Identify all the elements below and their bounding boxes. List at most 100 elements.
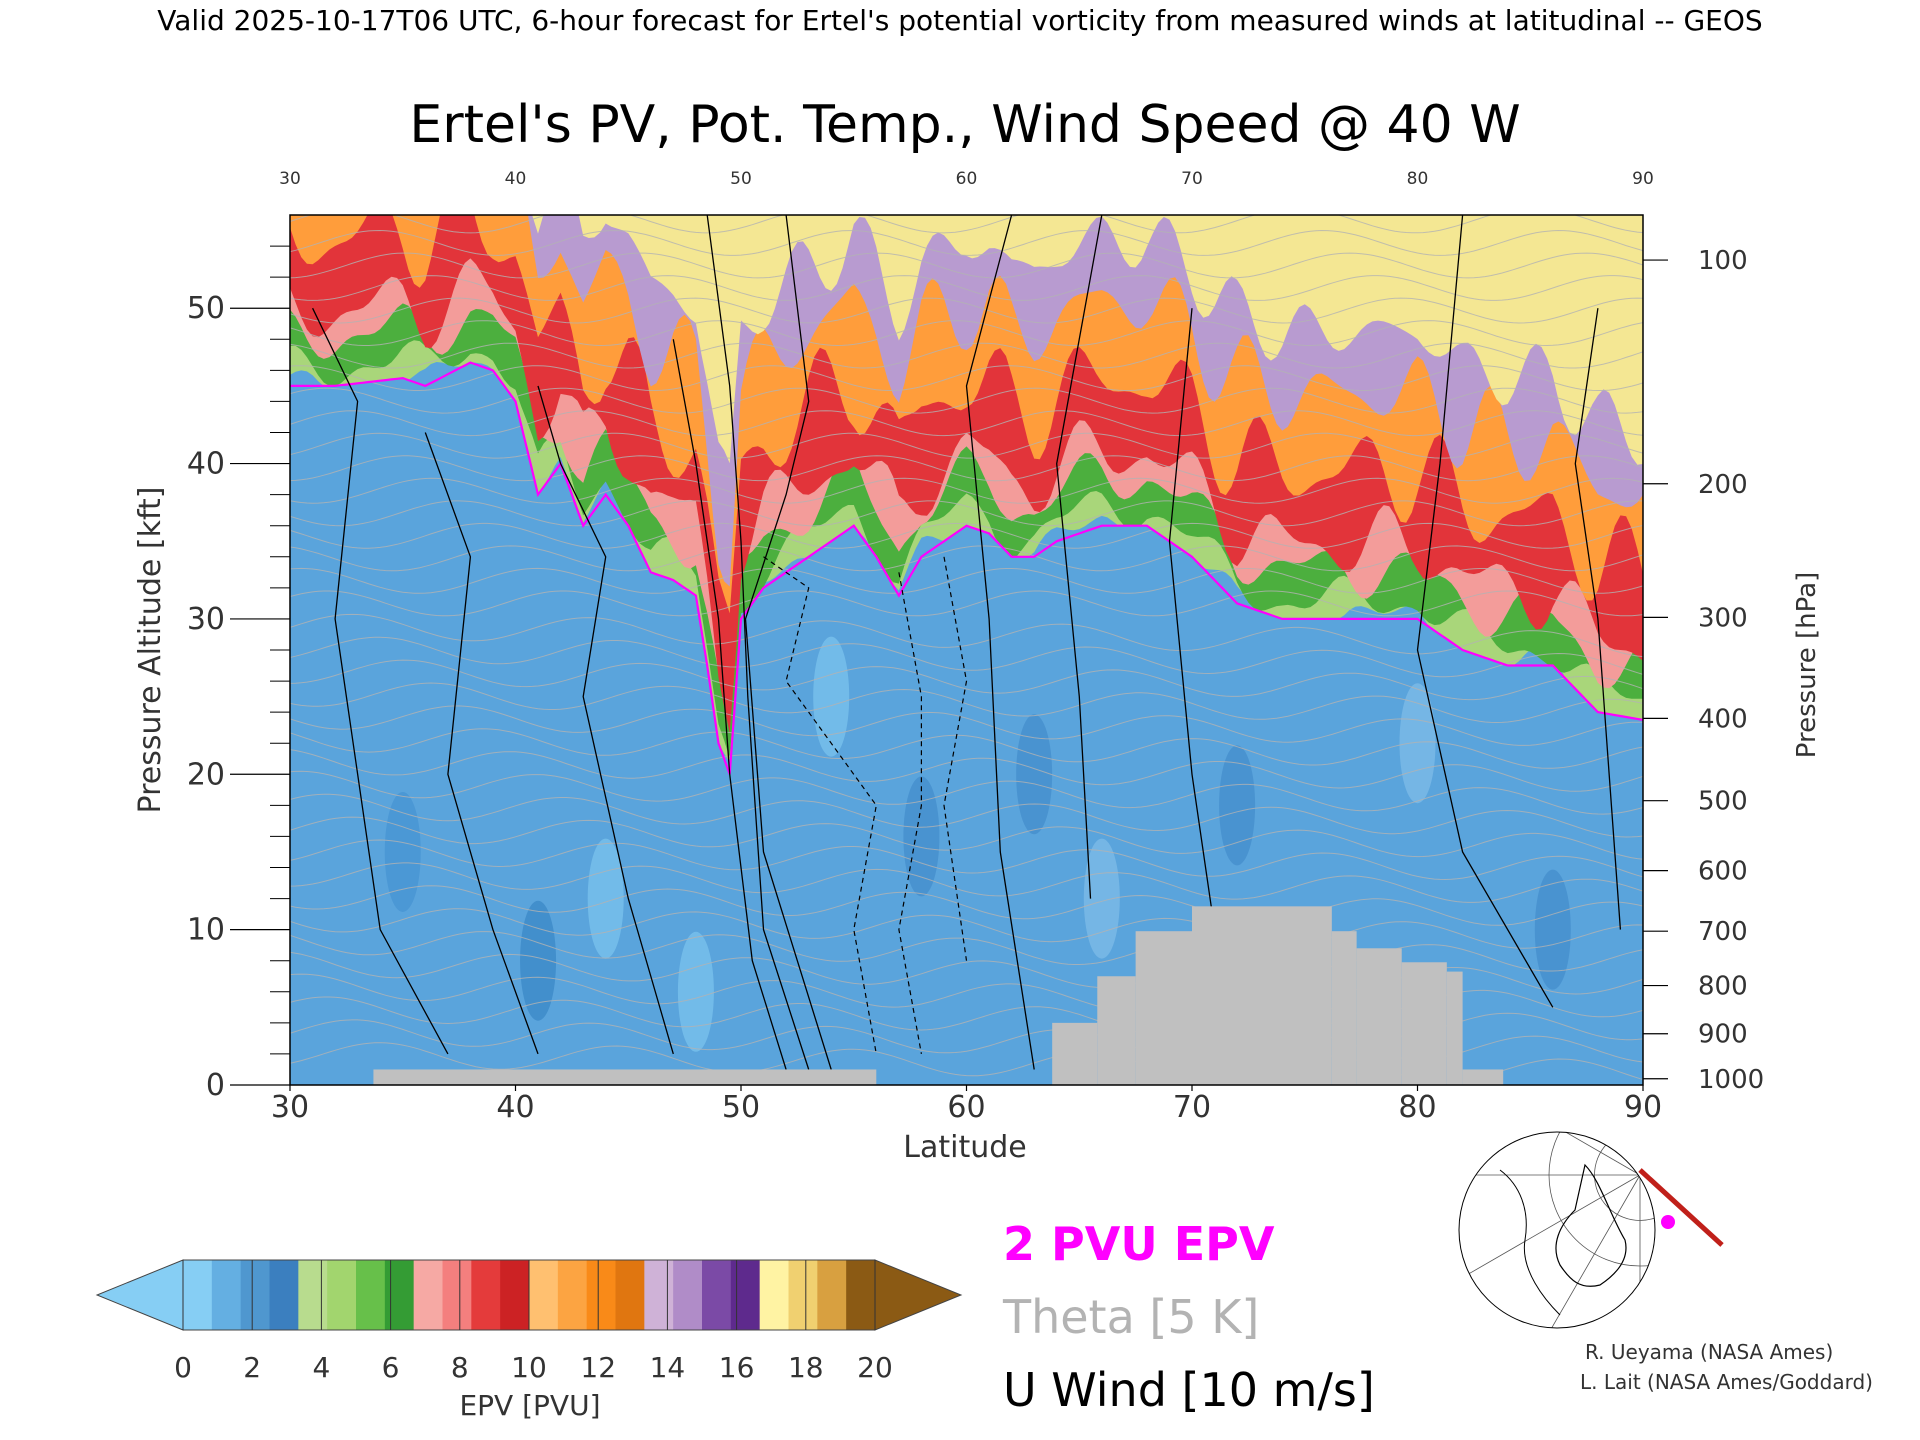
x-tick-label-1: 40: [496, 1090, 534, 1125]
map-border: [1458, 1131, 1656, 1329]
colorbar-segment-5: [327, 1260, 357, 1330]
terrain-block-0: [373, 1069, 877, 1085]
valid-time-header: Valid 2025-10-17T06 UTC, 6-hour forecast…: [157, 4, 1762, 37]
u-wind-contour-7: [1056, 215, 1103, 899]
locator-map: [1458, 1131, 1724, 1329]
colorbar-tick-label-2: 4: [312, 1351, 330, 1384]
y-right-tick-label-8: 900: [1698, 1020, 1748, 1050]
u-wind-negative-contour-2: [943, 556, 968, 961]
theta-isentrope-23: [290, 522, 1643, 549]
theta-isentrope-11: [290, 793, 1643, 838]
x-axis-label: Latitude: [903, 1130, 1026, 1165]
colorbar-label: EPV [PVU]: [459, 1389, 600, 1422]
theta-isentrope-20: [290, 590, 1643, 617]
u-wind-contour-9: [1416, 215, 1554, 1008]
terrain-block-1: [1052, 1022, 1098, 1085]
colorbar-segment-8: [413, 1260, 443, 1330]
colorbar-tick-label-5: 10: [511, 1351, 547, 1384]
x-tick-label-3: 60: [947, 1090, 985, 1125]
colorbar-tick-label-3: 6: [382, 1351, 400, 1384]
theta-isentrope-7: [290, 885, 1643, 926]
x-top-tick-label-2: 50: [730, 169, 752, 189]
legend-theta: Theta [5 K]: [1002, 1290, 1259, 1344]
y-left-tick-label-5: 50: [187, 291, 225, 326]
u-wind-contour-8: [1168, 308, 1216, 930]
x-top-tick-label-6: 90: [1632, 169, 1654, 189]
colorbar-tick-label-8: 16: [719, 1351, 755, 1384]
theta-isentrope-35: [290, 252, 1643, 279]
theta-isentrope-16: [290, 682, 1643, 724]
theta-isentrope-12: [290, 770, 1643, 815]
colorbar-segment-9: [442, 1260, 472, 1330]
y-axis-label-right: Pressure [hPa]: [1792, 572, 1822, 759]
tropo-streak-5: [1083, 838, 1120, 959]
y-right-tick-label-6: 700: [1698, 917, 1748, 947]
y-right-tick-label-1: 200: [1698, 470, 1748, 500]
u-wind-contour-5: [744, 215, 832, 1070]
theta-isentrope-5: [290, 931, 1643, 972]
u-wind-contour-2: [537, 385, 674, 1055]
theta-isentrope-29: [290, 387, 1643, 414]
colorbar: 0 2 4 6 8 10 12 14 16 18 20: [95, 1259, 963, 1384]
x-tick-label-0: 30: [271, 1090, 309, 1125]
colorbar-segment-17: [673, 1260, 703, 1330]
x-tick-label-6: 90: [1624, 1090, 1662, 1125]
colorbar-segment-19: [730, 1260, 761, 1330]
tropo-streak-1: [587, 838, 624, 959]
colorbar-segment-20: [759, 1260, 789, 1330]
colorbar-low-arrow: [95, 1259, 184, 1331]
y-right-tick-label-3: 400: [1698, 704, 1748, 734]
x-top-tick-label-0: 30: [279, 169, 301, 189]
colorbar-segment-11: [500, 1260, 530, 1330]
theta-isentrope-33: [290, 297, 1643, 324]
colorbar-segment-23: [846, 1260, 876, 1330]
colorbar-tick-label-6: 12: [580, 1351, 616, 1384]
theta-isentrope-9: [290, 839, 1643, 881]
tropo-streak-6: [1219, 745, 1256, 866]
y-left-tick-label-4: 40: [187, 447, 225, 482]
map-cross-section-track: [1638, 1168, 1724, 1247]
colorbar-tick-label-7: 14: [650, 1351, 686, 1384]
colorbar-segment-16: [644, 1260, 674, 1330]
y-right-tick-label-4: 500: [1698, 787, 1748, 817]
tropo-streak-7: [1399, 683, 1436, 804]
map-meridian: [1459, 1174, 1641, 1286]
colorbar-high-arrow: [874, 1259, 963, 1331]
terrain-block-5: [1331, 931, 1357, 1085]
map-point-marker: [1661, 1215, 1675, 1229]
y-right-tick-label-7: 800: [1698, 972, 1748, 1002]
x-tick-label-5: 80: [1398, 1090, 1436, 1125]
map-coastline-west: [1499, 1169, 1561, 1316]
theta-isentrope-14: [290, 728, 1643, 769]
map-meridian: [1459, 1132, 1641, 1176]
colorbar-segment-0: [183, 1260, 213, 1330]
map-meridian: [1639, 1174, 1655, 1286]
u-wind-contour-4: [706, 215, 810, 1070]
colorbar-segment-1: [211, 1260, 242, 1330]
theta-isentrope-25: [290, 477, 1643, 504]
map-meridian: [1639, 1174, 1655, 1328]
theta-isentrope-32: [290, 320, 1643, 347]
x-top-tick-label-5: 80: [1407, 169, 1429, 189]
colorbar-segment-18: [702, 1260, 732, 1330]
colorbar-segment-15: [615, 1260, 645, 1330]
theta-isentrope-24: [290, 500, 1643, 527]
terrain-block-3: [1135, 931, 1192, 1085]
legend-pv-boundary: 2 PVU EPV: [1003, 1217, 1275, 1271]
x-top-tick-label-1: 40: [505, 169, 527, 189]
credit-line-1: R. Ueyama (NASA Ames): [1585, 1340, 1833, 1364]
tropo-streak-2: [813, 636, 850, 757]
terrain-block-8: [1446, 971, 1463, 1085]
map-background: [1459, 1132, 1655, 1328]
colorbar-tick-label-1: 2: [243, 1351, 261, 1384]
colorbar-segment-13: [557, 1260, 588, 1330]
tropo-streak-8: [1534, 869, 1571, 990]
u-wind-contour-0: [312, 307, 449, 1055]
terrain-block-9: [1462, 1069, 1504, 1085]
theta-isentrope-15: [290, 705, 1643, 746]
y-left-tick-label-3: 30: [187, 602, 225, 637]
theta-isentrope-17: [290, 659, 1643, 701]
plot-area: [290, 215, 1643, 1085]
theta-isentrope-19: [290, 613, 1643, 658]
